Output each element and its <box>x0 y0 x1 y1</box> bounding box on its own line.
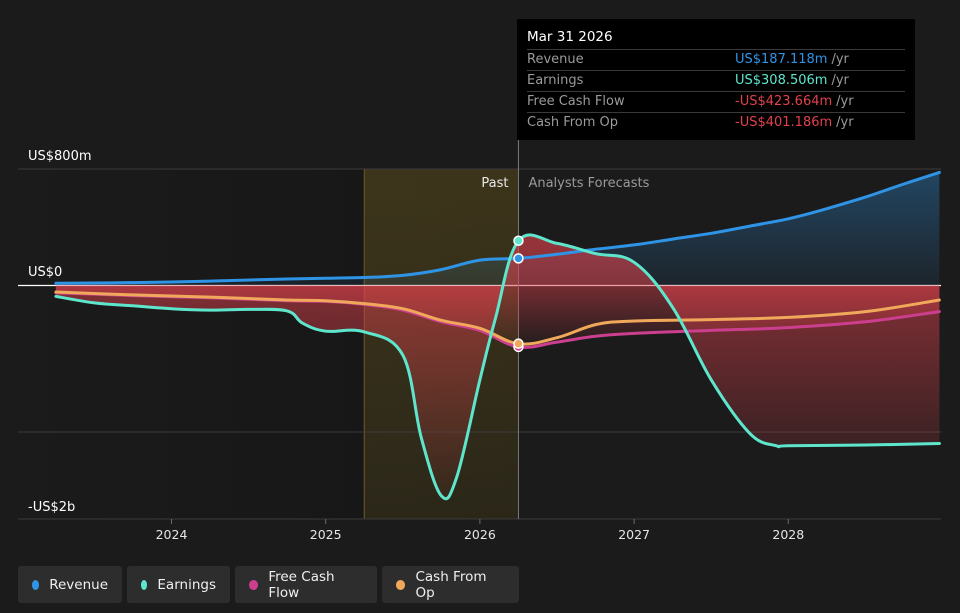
tooltip-unit: /yr <box>831 73 849 88</box>
past-label: Past <box>481 176 508 191</box>
revenue-marker <box>513 253 524 264</box>
tooltip-label: Cash From Op <box>527 115 619 130</box>
x-tick-label: 2028 <box>772 527 804 542</box>
legend-item-revenue[interactable]: Revenue <box>18 566 122 603</box>
x-tick-label: 2026 <box>464 527 496 542</box>
legend-label: Revenue <box>49 576 108 593</box>
legend-item-earnings[interactable]: Earnings <box>127 566 230 603</box>
free-cash-flow-area <box>55 285 940 348</box>
y-axis-label: -US$2b <box>28 500 75 515</box>
earnings-line <box>54 233 941 501</box>
cash-from-op-line <box>54 290 941 346</box>
tooltip-label: Revenue <box>527 52 584 67</box>
cash-from-op-marker <box>513 338 524 349</box>
tooltip-value: -US$401.186m <box>735 115 833 130</box>
y-axis-label: US$0 <box>28 265 62 280</box>
tooltip-date: Mar 31 2026 <box>527 29 613 45</box>
legend-label: Free Cash Flow <box>268 568 335 601</box>
tooltip-value: US$187.118m <box>735 52 828 67</box>
forecast-label: Analysts Forecasts <box>528 176 649 191</box>
tooltip-row-earnings: Earnings US$308.506m /yr <box>527 70 905 91</box>
x-tick-label: 2024 <box>156 527 188 542</box>
tooltip-unit: /yr <box>836 94 854 109</box>
revenue-line <box>54 170 941 285</box>
legend-dot-icon <box>141 579 148 590</box>
legend-dot-icon <box>32 579 40 590</box>
tooltip-unit: /yr <box>831 52 849 67</box>
y-axis-label: US$800m <box>28 149 92 164</box>
tooltip-row-free-cash-flow: Free Cash Flow -US$423.664m /yr <box>527 91 905 112</box>
legend-label: Earnings <box>157 576 216 593</box>
earnings-marker <box>513 235 524 247</box>
revenue-area <box>55 172 940 286</box>
legend-dot-icon <box>249 579 259 590</box>
x-tick-label: 2025 <box>310 527 342 542</box>
tooltip-unit: /yr <box>836 115 854 130</box>
legend-item-free-cash-flow[interactable]: Free Cash Flow <box>235 566 377 603</box>
chart-legend: Revenue Earnings Free Cash Flow Cash Fro… <box>18 566 519 603</box>
tooltip-value: US$308.506m <box>735 73 828 88</box>
tooltip-row-cash-from-op: Cash From Op -US$401.186m /yr <box>527 112 905 133</box>
tooltip-value: -US$423.664m <box>735 94 833 109</box>
x-tick-label: 2027 <box>618 527 650 542</box>
legend-dot-icon <box>396 579 406 590</box>
chart: US$800m US$0 -US$2b Past Analysts Forecasts 2… <box>18 140 941 542</box>
tooltip-label: Free Cash Flow <box>527 94 625 109</box>
tooltip-row-revenue: Revenue US$187.118m /yr <box>527 49 905 70</box>
legend-label: Cash From Op <box>415 568 487 601</box>
legend-item-cash-from-op[interactable]: Cash From Op <box>382 566 519 603</box>
hover-tooltip: Mar 31 2026 Revenue US$187.118m /yr Earn… <box>517 19 915 140</box>
tooltip-label: Earnings <box>527 73 584 88</box>
